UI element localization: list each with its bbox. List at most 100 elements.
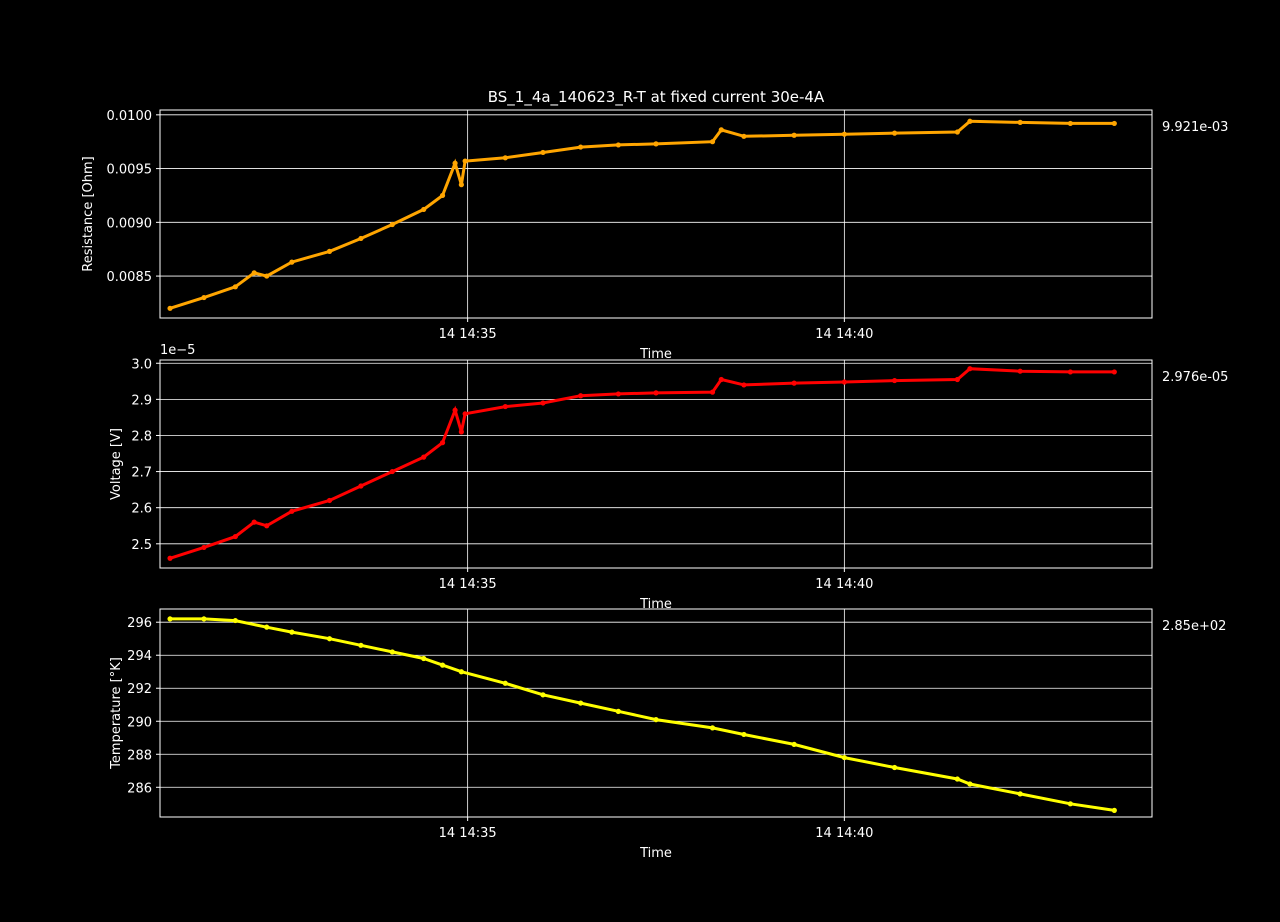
data-point [289, 629, 295, 635]
data-point [421, 454, 427, 460]
data-point [615, 142, 621, 148]
x-tick-label: 14 14:35 [439, 577, 497, 592]
data-point [462, 411, 468, 417]
y-tick-label: 2.9 [131, 393, 152, 408]
data-point [1111, 807, 1117, 813]
x-tick-label: 14 14:40 [815, 327, 873, 342]
data-point [1017, 791, 1023, 797]
data-point [891, 764, 898, 771]
data-point [452, 160, 458, 166]
data-point [439, 192, 446, 199]
figure-title: BS_1_4a_140623_R-T at fixed current 30e-… [488, 88, 825, 107]
data-point [741, 731, 747, 738]
data-point [201, 294, 207, 301]
data-point [741, 133, 747, 139]
data-point [967, 781, 973, 787]
subplot-1: 0.0085 0.0090 0.0095 0.0100 14 14:35 14 14:40… [81, 109, 1228, 362]
data-point [232, 533, 238, 540]
y-tick-label: 286 [127, 781, 152, 796]
data-point [264, 624, 270, 630]
data-point [841, 754, 847, 761]
x-tick-label: 14 14:35 [439, 327, 497, 342]
data-point [709, 725, 716, 731]
data-point [954, 129, 960, 135]
x-tick-label: 14 14:40 [815, 577, 873, 592]
y-tick-label: 296 [127, 616, 152, 631]
data-point [358, 642, 364, 648]
last-value-label: 2.85e+02 [1162, 619, 1226, 634]
data-point [615, 391, 621, 397]
data-point [358, 235, 364, 242]
data-point [1111, 369, 1117, 375]
x-tick-label: 14 14:40 [815, 826, 873, 841]
data-point [540, 149, 546, 156]
subplots: 0.0085 0.0090 0.0095 0.0100 14 14:35 14 14:40… [81, 109, 1228, 861]
data-point [718, 376, 724, 383]
data-point [167, 555, 173, 561]
data-point [578, 393, 584, 399]
data-point [967, 118, 973, 124]
last-value-label: 9.921e-03 [1162, 120, 1228, 135]
series-line [169, 119, 1115, 310]
data-point [954, 776, 960, 782]
data-point [251, 519, 257, 525]
data-point [167, 616, 173, 622]
data-point [264, 273, 270, 279]
y-tick-label: 2.8 [131, 429, 152, 444]
subplot-2: 2.5 2.6 2.7 2.8 2.9 3.0 14 14:35 14 14:40 Time Vo… [109, 343, 1228, 612]
y-tick-label: 0.0085 [107, 270, 153, 285]
data-point [954, 376, 960, 383]
data-point [452, 407, 458, 413]
data-point [389, 221, 395, 228]
data-point [232, 284, 238, 290]
series-line [169, 367, 1115, 560]
data-point [389, 468, 395, 475]
y-axis-label: Resistance [Ohm] [81, 156, 96, 271]
y-tick-label: 2.5 [131, 538, 152, 553]
x-axis-label: Time [639, 597, 672, 612]
data-point [167, 305, 173, 311]
data-point [791, 132, 797, 138]
data-point [578, 144, 584, 150]
data-point [540, 692, 546, 698]
x-axis-label: Time [639, 347, 672, 362]
data-point [653, 141, 659, 147]
data-point [967, 366, 973, 372]
y-offset-text: 1e−5 [160, 343, 195, 358]
x-axis-label: Time [639, 846, 672, 861]
data-point [718, 127, 724, 133]
data-point [439, 440, 446, 446]
data-point [289, 508, 295, 514]
data-point [389, 649, 395, 655]
data-point [891, 377, 898, 384]
data-point [653, 390, 659, 396]
data-point [1017, 368, 1023, 374]
data-point [326, 248, 333, 254]
axes-frame [159, 608, 1153, 818]
data-point [791, 741, 797, 747]
data-point [421, 206, 427, 213]
data-point [891, 130, 898, 136]
y-tick-label: 290 [127, 715, 152, 730]
data-point [439, 662, 446, 668]
y-tick-label: 0.0090 [107, 216, 153, 231]
axes-frame [159, 359, 1153, 569]
data-point [1067, 120, 1073, 127]
data-point [791, 380, 797, 386]
data-point [458, 669, 464, 675]
data-point [421, 655, 427, 662]
data-point [458, 429, 464, 435]
data-point [264, 523, 270, 529]
data-point [709, 139, 716, 145]
subplot-3: 286 288 290 292 294 296 14 14:35 14 14:40 Time Te… [109, 608, 1226, 861]
data-point [1017, 119, 1023, 125]
data-point [841, 131, 847, 137]
data-point [358, 483, 364, 489]
y-tick-label: 292 [127, 682, 152, 697]
y-tick-label: 3.0 [131, 357, 152, 372]
axes-frame [159, 109, 1153, 319]
y-tick-label: 0.0095 [107, 163, 153, 178]
x-tick-label: 14 14:35 [439, 826, 497, 841]
